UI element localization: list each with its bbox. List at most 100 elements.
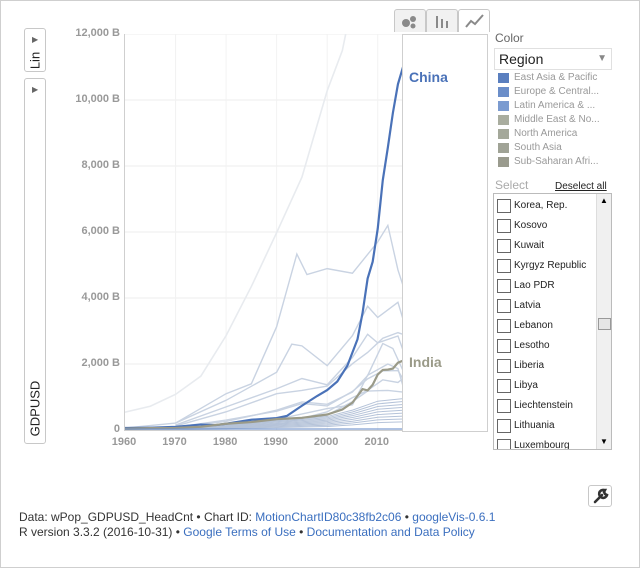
background-trail [175,331,403,427]
legend-swatch [498,143,509,153]
list-item-label: Kyrgyz Republic [514,260,587,271]
x-tick-label: 1980 [212,436,238,448]
list-item-label: Libya [514,380,538,391]
background-trail [125,34,347,413]
y-tick-label: 8,000 B [81,159,120,171]
list-item-label: Luxembourg [514,440,570,450]
legend-swatch [498,129,509,139]
line-chart-button[interactable] [458,9,490,32]
bar-chart-button[interactable] [426,9,458,32]
list-item-label: Lebanon [514,320,553,331]
legend-swatch [498,101,509,111]
scroll-down-icon[interactable]: ▼ [597,435,611,449]
legend-label: Middle East & No... [514,114,600,125]
checkbox[interactable] [497,279,511,293]
background-trail [125,223,403,429]
small-economies-band [125,428,403,430]
checkbox[interactable] [497,399,511,413]
legend-label: East Asia & Pacific [514,72,598,83]
checkbox[interactable] [497,199,511,213]
checkbox[interactable] [497,299,511,313]
footer-data-text: Data: wPop_GDPUSD_HeadCnt • Chart ID: [19,510,256,524]
background-trail [175,301,403,424]
legend-label: Sub-Saharan Afri... [514,156,599,167]
list-item-label: Lao PDR [514,280,555,291]
y-tick-label: 12,000 B [75,27,120,39]
country-select-list[interactable]: Korea, Rep. Kosovo Kuwait Kyrgyz Republic La… [493,193,612,450]
list-item-label: Liechtenstein [514,400,573,411]
googlevis-link[interactable]: googleVis-0.6.1 [412,510,496,524]
checkbox[interactable] [497,379,511,393]
checkbox[interactable] [497,259,511,273]
scroll-thumb[interactable] [598,318,611,330]
legend-swatch [498,115,509,125]
checkbox[interactable] [497,359,511,373]
x-tick-label: 1960 [111,436,137,448]
y-variable-label: GDPUSD [27,380,43,437]
data-policy-link[interactable]: Documentation and Data Policy [306,525,475,539]
list-item-label: Liberia [514,360,545,371]
footer-line-1: Data: wPop_GDPUSD_HeadCnt • Chart ID: Mo… [19,510,495,524]
footer-r-version: R version 3.3.2 (2016-10-31) • [19,525,184,539]
scroll-up-icon[interactable]: ▲ [597,194,611,208]
triangle-right-icon: ▶ [32,85,39,94]
footer-separator: • [295,525,307,539]
wrench-icon [593,488,609,504]
series-label-china[interactable]: China [409,69,448,85]
bubble-chart-button[interactable] [394,9,426,32]
plot-area[interactable] [124,34,403,431]
footer-separator: • [401,510,413,524]
chevron-down-icon: ▼ [597,53,607,64]
color-dropdown[interactable]: Region ▼ [494,48,612,70]
bubble-chart-icon [402,16,416,29]
google-terms-link[interactable]: Google Terms of Use [183,525,296,539]
list-item-label: Latvia [514,300,541,311]
x-tick-label: 2000 [313,436,339,448]
legend-swatch [498,73,509,83]
bar-chart-icon [436,16,448,28]
checkbox[interactable] [497,239,511,253]
y-variable-selector[interactable]: ▶ GDPUSD [24,78,46,444]
settings-button[interactable] [588,485,612,507]
checkbox[interactable] [497,339,511,353]
list-item-label: Kuwait [514,240,545,251]
deselect-all-link[interactable]: Deselect all [555,181,607,192]
list-item-label: Kosovo [514,220,548,231]
y-tick-label: 4,000 B [81,291,120,303]
series-label-india[interactable]: India [409,354,442,370]
y-tick-label: 2,000 B [81,357,120,369]
checkbox[interactable] [497,219,511,233]
list-item-label: Lithuania [514,420,555,431]
legend-label: Latin America & ... [514,100,596,111]
legend-label: Europe & Central... [514,86,600,97]
triangle-right-icon: ▶ [32,35,39,44]
line-chart-icon [465,14,484,28]
background-trail [175,333,403,426]
line-chart [125,34,403,430]
list-item-label: Lesotho [514,340,550,351]
color-dropdown-value: Region [499,51,544,67]
scrollbar[interactable]: ▲ ▼ [596,194,611,449]
legend-swatch [498,157,509,167]
checkbox[interactable] [497,319,511,333]
checkbox[interactable] [497,439,511,449]
series-line-india [125,359,403,430]
y-tick-label: 6,000 B [81,225,120,237]
series-line-china [125,66,403,430]
chart-id-link[interactable]: MotionChartID80c38fb2c06 [255,510,402,524]
background-trail [175,342,403,428]
legend-label: North America [514,128,578,139]
checkbox[interactable] [497,419,511,433]
trail-label-panel [402,34,488,432]
y-tick-label: 10,000 B [75,93,120,105]
x-tick-label: 2010 [364,436,389,448]
x-tick-label: 1970 [162,436,187,448]
color-title: Color [495,31,524,45]
scale-label: Lin [27,51,43,70]
select-title: Select [495,178,529,192]
y-tick-label: 0 [113,423,120,435]
list-item-label: Korea, Rep. [514,200,568,211]
scale-selector[interactable]: ▶ Lin [24,28,46,72]
legend-swatch [498,87,509,97]
legend-label: South Asia [514,142,562,153]
